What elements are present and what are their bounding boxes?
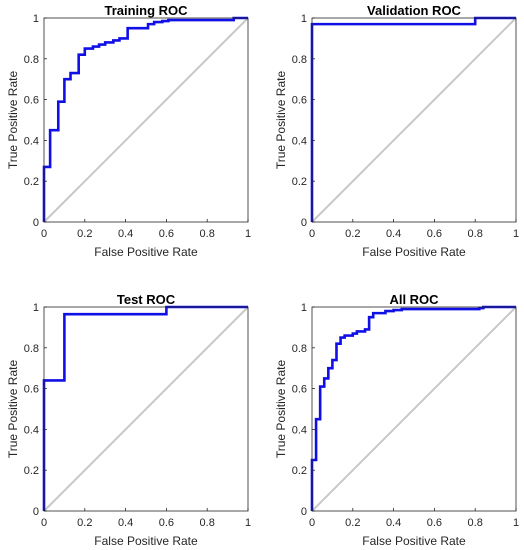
test-ytick-label: 1 xyxy=(33,302,39,314)
all-xtick-label: 0 xyxy=(309,517,315,529)
training-roc-panel: 0 0.2 0.4 0.6 0.8 1 0 0.2 0.4 0.6 0.8 1 Training ROC… xyxy=(6,3,251,259)
all-x-axis-label: False Positive Rate xyxy=(362,534,466,548)
test-ytick-label: 0.6 xyxy=(24,384,39,396)
all-y-axis-label: True Positive Rate xyxy=(274,360,288,459)
training-ytick-label: 0.8 xyxy=(24,54,39,66)
validation-chart-title: Validation ROC xyxy=(367,3,462,18)
validation-xtick-label: 0.2 xyxy=(345,228,360,240)
training-x-axis-label: False Positive Rate xyxy=(94,245,198,259)
validation-roc-panel: 0 0.2 0.4 0.6 0.8 1 0 0.2 0.4 0.6 0.8 1 Validation R… xyxy=(274,3,519,259)
validation-diagonal-line xyxy=(311,17,517,223)
training-y-axis-label: True Positive Rate xyxy=(6,71,20,170)
all-axes-frame xyxy=(311,306,517,512)
test-diagonal-line xyxy=(43,306,249,512)
all-ytick-label: 0.2 xyxy=(292,465,307,477)
all-ytick-label: 0.6 xyxy=(292,384,307,396)
validation-ytick-label: 0.4 xyxy=(292,135,307,147)
validation-axes-frame xyxy=(311,17,517,223)
validation-ytick-label: 0.8 xyxy=(292,54,307,66)
training-ytick-label: 0.6 xyxy=(24,95,39,107)
test-y-axis-label: True Positive Rate xyxy=(6,360,20,459)
all-diagonal-line xyxy=(311,306,517,512)
training-ytick-label: 1 xyxy=(33,13,39,25)
test-ytick-label: 0.4 xyxy=(24,424,39,436)
all-xtick-label: 1 xyxy=(513,517,519,529)
test-xtick-label: 0.4 xyxy=(118,517,133,529)
all-xtick-label: 0.8 xyxy=(468,517,483,529)
validation-ytick-label: 1 xyxy=(301,13,307,25)
training-axes-frame xyxy=(43,17,249,223)
training-xtick-label: 0.4 xyxy=(118,228,133,240)
all-ytick-label: 0.4 xyxy=(292,424,307,436)
validation-ytick-label: 0.2 xyxy=(292,176,307,188)
test-xtick-label: 0 xyxy=(41,517,47,529)
validation-ytick-label: 0 xyxy=(301,217,307,229)
all-ytick-label: 1 xyxy=(301,302,307,314)
training-xtick-label: 1 xyxy=(245,228,251,240)
all-xtick-label: 0.2 xyxy=(345,517,360,529)
validation-xtick-label: 0.8 xyxy=(468,228,483,240)
test-xtick-label: 0.6 xyxy=(159,517,174,529)
training-xtick-label: 0.6 xyxy=(159,228,174,240)
training-diagonal-line xyxy=(43,17,249,223)
training-roc-curve xyxy=(42,16,248,222)
all-roc-curve xyxy=(310,305,516,511)
test-ytick-label: 0 xyxy=(33,506,39,518)
test-xtick-label: 0.8 xyxy=(200,517,215,529)
all-ytick-label: 0.8 xyxy=(292,343,307,355)
training-ytick-label: 0.2 xyxy=(24,176,39,188)
all-xtick-label: 0.6 xyxy=(427,517,442,529)
validation-xtick-label: 1 xyxy=(513,228,519,240)
test-x-axis-label: False Positive Rate xyxy=(94,534,198,548)
all-chart-title: All ROC xyxy=(389,292,439,307)
training-xtick-label: 0.8 xyxy=(200,228,215,240)
test-xtick-label: 0.2 xyxy=(77,517,92,529)
training-ytick-label: 0 xyxy=(33,217,39,229)
test-ytick-label: 0.2 xyxy=(24,465,39,477)
test-chart-title: Test ROC xyxy=(117,292,176,307)
validation-xtick-label: 0.6 xyxy=(427,228,442,240)
validation-xtick-label: 0 xyxy=(309,228,315,240)
test-xtick-label: 1 xyxy=(245,517,251,529)
validation-xtick-label: 0.4 xyxy=(386,228,401,240)
training-xtick-label: 0.2 xyxy=(77,228,92,240)
test-ytick-label: 0.8 xyxy=(24,343,39,355)
training-xtick-label: 0 xyxy=(41,228,47,240)
all-roc-panel: 0 0.2 0.4 0.6 0.8 1 0 0.2 0.4 0.6 0.8 1 All ROC False… xyxy=(274,292,519,548)
test-axes-frame xyxy=(43,306,249,512)
validation-x-axis-label: False Positive Rate xyxy=(362,245,466,259)
validation-ytick-label: 0.6 xyxy=(292,95,307,107)
test-roc-panel: 0 0.2 0.4 0.6 0.8 1 0 0.2 0.4 0.6 0.8 1 Test ROC Fals… xyxy=(6,292,251,548)
validation-y-axis-label: True Positive Rate xyxy=(274,71,288,170)
all-xtick-label: 0.4 xyxy=(386,517,401,529)
training-chart-title: Training ROC xyxy=(104,3,188,18)
all-ytick-label: 0 xyxy=(301,506,307,518)
training-ytick-label: 0.4 xyxy=(24,135,39,147)
